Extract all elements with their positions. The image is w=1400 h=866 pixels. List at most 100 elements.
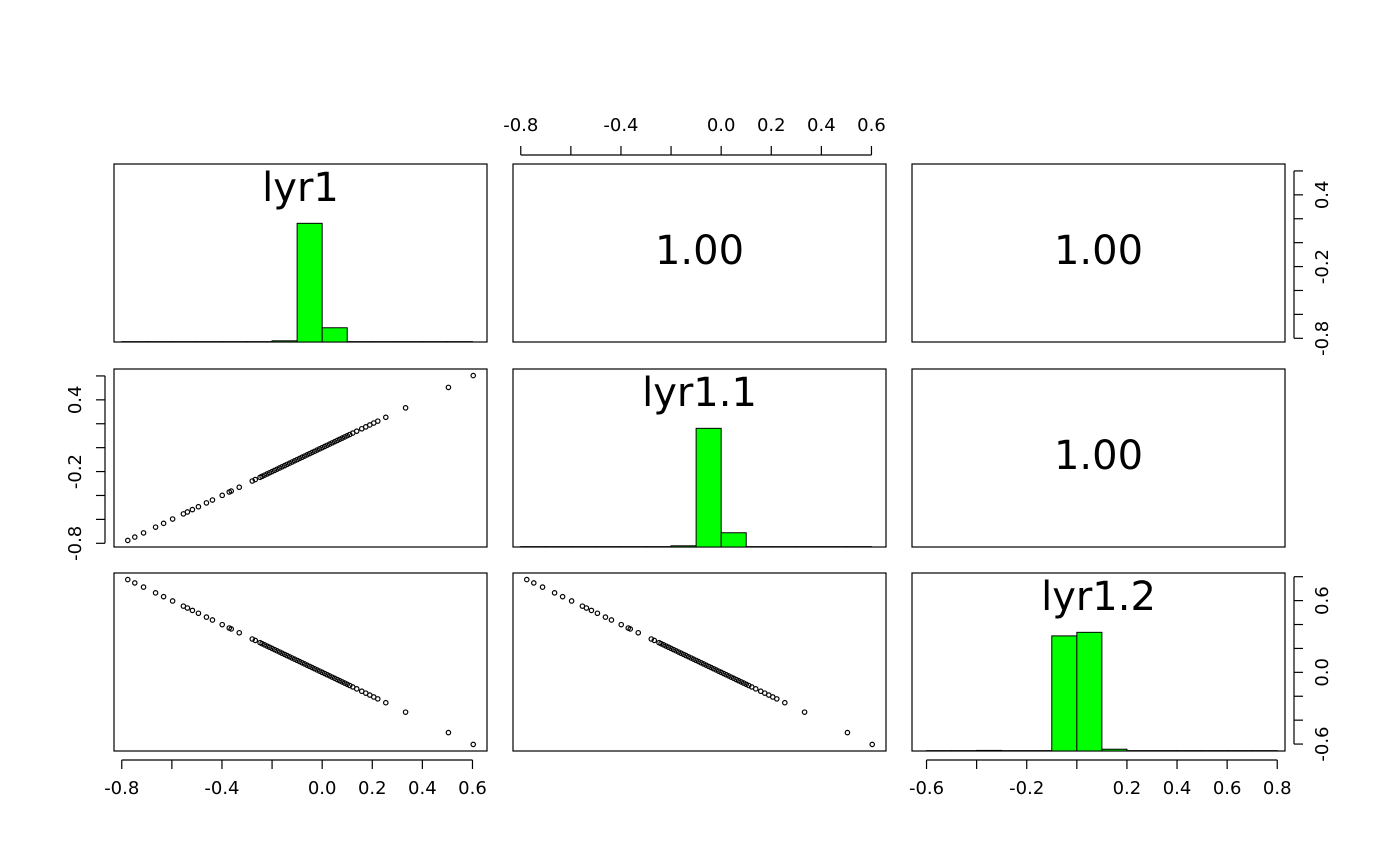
panel xyxy=(512,163,887,343)
correlation: 1.00 xyxy=(655,228,744,274)
panel xyxy=(113,572,488,752)
x-tick-label: -0.4 xyxy=(603,115,638,136)
point xyxy=(249,478,256,484)
point xyxy=(131,534,138,540)
y-tick-label: 0.4 xyxy=(65,386,86,415)
correlation: 1.00 xyxy=(1054,433,1143,479)
x-tick-label: 0.2 xyxy=(1113,778,1142,799)
point xyxy=(346,431,353,438)
x-tick-label: 0.4 xyxy=(408,778,437,799)
point xyxy=(618,621,625,628)
point xyxy=(124,576,131,583)
point xyxy=(195,610,202,617)
x-tick-label: -0.8 xyxy=(503,115,538,136)
point xyxy=(140,530,147,536)
point xyxy=(583,605,590,611)
point xyxy=(402,709,409,715)
hist-bar xyxy=(271,340,298,343)
point xyxy=(551,590,558,596)
point xyxy=(252,476,259,483)
panel xyxy=(512,572,887,752)
point xyxy=(346,682,353,689)
x-tick-label: 0.6 xyxy=(1213,778,1242,799)
point xyxy=(648,636,655,642)
point xyxy=(539,584,546,590)
x-tick-label: -0.2 xyxy=(1009,778,1044,799)
x-tick-label: 0.0 xyxy=(707,115,736,136)
point xyxy=(374,696,381,702)
panel xyxy=(113,368,488,548)
point xyxy=(249,636,256,642)
point xyxy=(184,509,191,515)
point xyxy=(140,584,147,590)
point xyxy=(382,699,389,706)
y-tick-label: -0.2 xyxy=(65,454,86,489)
hist-bar xyxy=(720,532,747,548)
point xyxy=(209,497,216,503)
point xyxy=(568,598,575,604)
point xyxy=(559,593,566,600)
x-tick-label: -0.6 xyxy=(909,778,944,799)
point xyxy=(209,617,216,623)
y-tick-label: 0.4 xyxy=(1312,181,1333,210)
x-tick-label: 0.6 xyxy=(857,115,886,136)
x-tick-label: 0.8 xyxy=(1263,778,1292,799)
x-tick-label: -0.8 xyxy=(104,778,139,799)
point xyxy=(252,637,259,644)
panel xyxy=(911,163,1286,343)
point xyxy=(752,686,759,692)
point xyxy=(195,503,202,510)
x-tick-label: -0.4 xyxy=(204,778,239,799)
x-tick-label: 0.0 xyxy=(308,778,337,799)
point xyxy=(160,593,167,600)
point xyxy=(530,580,537,586)
point xyxy=(353,428,360,434)
y-tick-label: -0.6 xyxy=(1312,727,1333,762)
point xyxy=(801,709,808,715)
variable-label: lyr1.2 xyxy=(1041,574,1156,620)
hist-bar xyxy=(1051,635,1078,752)
point xyxy=(131,580,138,586)
point xyxy=(184,605,191,611)
x-tick-label: 0.4 xyxy=(1163,778,1192,799)
y-tick-label: -0.8 xyxy=(65,526,86,561)
panel xyxy=(911,368,1286,548)
point xyxy=(353,686,360,692)
point xyxy=(124,537,131,544)
point xyxy=(152,524,159,530)
hist-bar xyxy=(670,545,697,548)
point xyxy=(402,405,409,411)
point xyxy=(869,741,876,748)
hist-bar xyxy=(1076,631,1103,752)
hist-bar xyxy=(296,222,323,343)
point xyxy=(189,607,196,614)
point xyxy=(470,741,477,748)
x-tick-label: 0.6 xyxy=(458,778,487,799)
point xyxy=(602,614,609,620)
correlation: 1.00 xyxy=(1054,228,1143,274)
point xyxy=(203,500,210,506)
point xyxy=(651,637,658,644)
hist-bar xyxy=(321,327,348,343)
point xyxy=(635,629,642,636)
point xyxy=(160,520,167,527)
variable-label: lyr1 xyxy=(262,165,339,211)
point xyxy=(745,682,752,689)
point xyxy=(219,621,226,628)
point xyxy=(523,576,530,583)
y-tick-label: 0.0 xyxy=(1312,658,1333,687)
point xyxy=(773,696,780,702)
variable-label: lyr1.1 xyxy=(642,370,757,416)
point xyxy=(152,590,159,596)
y-tick-label: 0.6 xyxy=(1312,586,1333,615)
point xyxy=(189,506,196,513)
point xyxy=(203,614,210,620)
point xyxy=(236,484,243,491)
hist-bar xyxy=(695,427,722,548)
point xyxy=(844,729,851,736)
point xyxy=(228,488,235,494)
point xyxy=(169,516,176,522)
y-tick-label: -0.2 xyxy=(1312,249,1333,284)
point xyxy=(228,626,235,632)
